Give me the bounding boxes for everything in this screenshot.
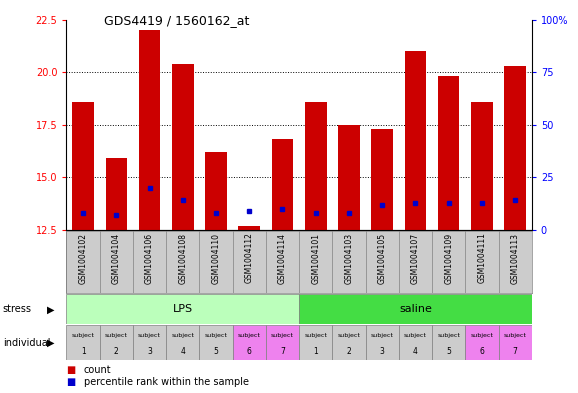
Text: 5: 5	[214, 347, 218, 356]
Bar	[372, 129, 393, 230]
Text: GSM1004110: GSM1004110	[212, 233, 221, 284]
Text: 1: 1	[81, 347, 86, 356]
Text: LPS: LPS	[173, 304, 193, 314]
Text: GSM1004106: GSM1004106	[145, 233, 154, 284]
Bar	[471, 102, 492, 230]
Text: GSM1004109: GSM1004109	[444, 233, 453, 284]
Bar	[72, 102, 94, 230]
Text: GSM1004111: GSM1004111	[477, 233, 487, 283]
Bar	[305, 102, 327, 230]
Text: subject: subject	[503, 333, 527, 338]
Bar	[66, 294, 299, 324]
Text: 7: 7	[280, 347, 285, 356]
Text: stress: stress	[3, 304, 32, 314]
Text: subject: subject	[138, 333, 161, 338]
Text: 7: 7	[513, 347, 517, 356]
Text: GSM1004105: GSM1004105	[377, 233, 387, 284]
Text: subject: subject	[437, 333, 460, 338]
Text: ▶: ▶	[47, 338, 55, 348]
Text: subject: subject	[105, 333, 128, 338]
Bar	[299, 294, 532, 324]
Bar	[266, 325, 299, 360]
Text: subject: subject	[304, 333, 327, 338]
Text: 5: 5	[446, 347, 451, 356]
Text: subject: subject	[271, 333, 294, 338]
Text: 4: 4	[180, 347, 185, 356]
Bar	[338, 125, 360, 230]
Text: subject: subject	[404, 333, 427, 338]
Text: 6: 6	[480, 347, 484, 356]
Text: subject: subject	[205, 333, 228, 338]
Text: individual: individual	[3, 338, 50, 348]
Bar	[432, 325, 465, 360]
Bar	[232, 325, 266, 360]
Text: ■: ■	[66, 365, 76, 375]
Text: GSM1004113: GSM1004113	[510, 233, 520, 284]
Text: subject: subject	[338, 333, 361, 338]
Text: subject: subject	[171, 333, 194, 338]
Bar	[505, 66, 526, 230]
Text: saline: saline	[399, 304, 432, 314]
Text: GSM1004102: GSM1004102	[79, 233, 88, 284]
Text: GDS4419 / 1560162_at: GDS4419 / 1560162_at	[104, 14, 250, 27]
Text: ▶: ▶	[47, 304, 55, 314]
Text: GSM1004101: GSM1004101	[311, 233, 320, 284]
Bar	[99, 325, 133, 360]
Bar	[365, 325, 399, 360]
Bar	[172, 64, 194, 230]
Text: 3: 3	[147, 347, 152, 356]
Bar	[399, 325, 432, 360]
Text: 2: 2	[114, 347, 118, 356]
Bar	[133, 325, 166, 360]
Text: ■: ■	[66, 377, 76, 387]
Text: count: count	[84, 365, 112, 375]
Text: subject: subject	[370, 333, 394, 338]
Bar	[465, 325, 498, 360]
Bar	[139, 30, 160, 230]
Text: GSM1004104: GSM1004104	[112, 233, 121, 284]
Bar	[438, 76, 460, 230]
Bar	[106, 158, 127, 230]
Text: subject: subject	[72, 333, 95, 338]
Text: GSM1004112: GSM1004112	[244, 233, 254, 283]
Text: 2: 2	[347, 347, 351, 356]
Text: 1: 1	[313, 347, 318, 356]
Bar	[332, 325, 365, 360]
Text: GSM1004114: GSM1004114	[278, 233, 287, 284]
Text: 4: 4	[413, 347, 418, 356]
Bar	[272, 140, 293, 230]
Bar	[239, 226, 260, 230]
Bar	[199, 325, 232, 360]
Text: GSM1004103: GSM1004103	[344, 233, 354, 284]
Bar	[498, 325, 532, 360]
Text: subject: subject	[238, 333, 261, 338]
Bar	[405, 51, 426, 230]
Bar	[166, 325, 199, 360]
Text: GSM1004108: GSM1004108	[178, 233, 187, 284]
Bar	[66, 325, 99, 360]
Text: subject: subject	[470, 333, 494, 338]
Text: 6: 6	[247, 347, 251, 356]
Text: 3: 3	[380, 347, 384, 356]
Bar	[205, 152, 227, 230]
Text: percentile rank within the sample: percentile rank within the sample	[84, 377, 249, 387]
Bar	[299, 325, 332, 360]
Text: GSM1004107: GSM1004107	[411, 233, 420, 284]
